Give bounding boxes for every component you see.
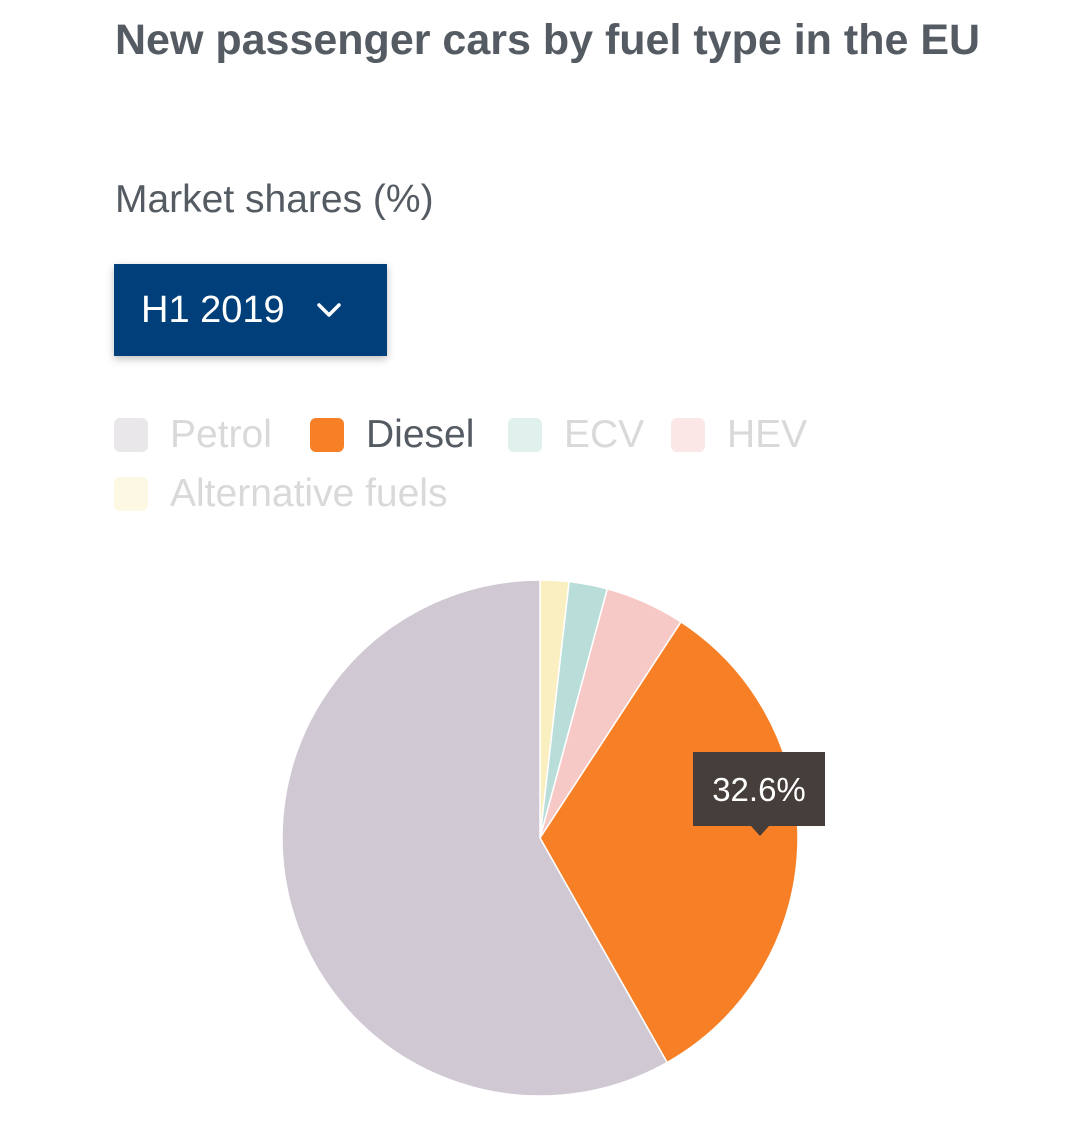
legend-item-ecv[interactable]: ECV <box>508 405 644 465</box>
chart-tooltip: 32.6% <box>693 752 825 836</box>
period-dropdown-value: H1 2019 <box>141 288 285 331</box>
legend-label-hev: HEV <box>727 413 808 456</box>
pie-slice-diesel[interactable] <box>539 620 799 1064</box>
legend-label-petrol: Petrol <box>170 413 272 456</box>
legend-label-diesel: Diesel <box>366 413 475 456</box>
legend-swatch-petrol <box>114 418 148 452</box>
legend-item-diesel[interactable]: Diesel <box>310 405 474 465</box>
legend-swatch-diesel <box>310 418 344 452</box>
legend-item-hev[interactable]: HEV <box>671 405 807 465</box>
chart-subtitle: Market shares (%) <box>115 178 434 221</box>
legend-swatch-alternative <box>114 477 148 511</box>
legend-swatch-hev <box>671 418 705 452</box>
tooltip-box <box>693 752 825 836</box>
chart-title: New passenger cars by fuel type in the E… <box>115 16 981 64</box>
period-dropdown[interactable]: H1 2019 <box>114 264 387 356</box>
legend-item-alternative[interactable]: Alternative fuels <box>114 464 447 524</box>
legend-item-petrol[interactable]: Petrol <box>114 405 272 465</box>
legend-swatch-ecv <box>508 418 542 452</box>
legend-label-alternative: Alternative fuels <box>170 472 448 515</box>
pie-slice-petrol[interactable] <box>281 579 669 1097</box>
chevron-down-icon <box>316 303 341 317</box>
tooltip-label: 32.6% <box>712 771 806 808</box>
legend-label-ecv: ECV <box>564 413 645 456</box>
